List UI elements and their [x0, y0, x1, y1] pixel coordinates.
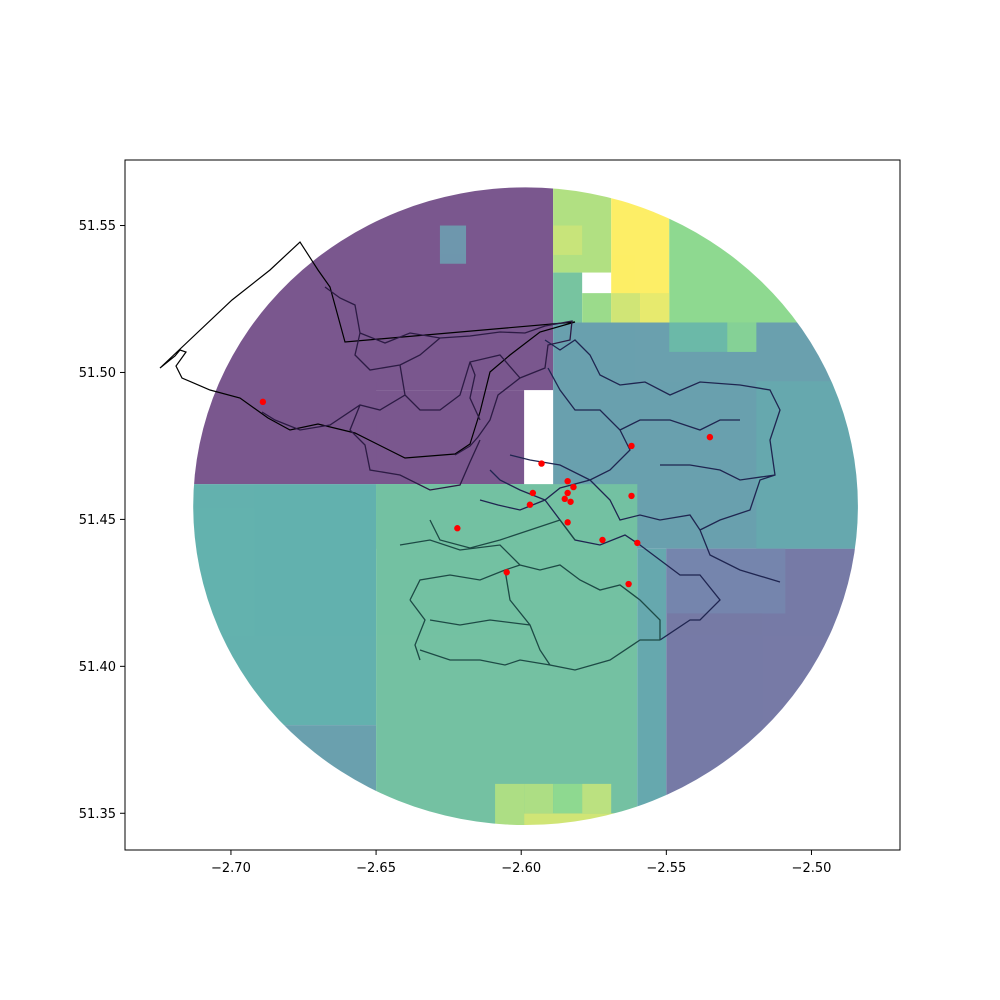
- point-marker-14: [628, 492, 635, 500]
- axes-frame: [124, 159, 901, 851]
- boundary-lines: [159, 241, 781, 671]
- raster-cell-14: [727, 322, 757, 352]
- outer-region-boundary: [159, 241, 576, 459]
- raster-cell-22: [666, 548, 786, 614]
- y-tick-label: 51.55: [79, 219, 116, 234]
- y-tick-label: 51.45: [79, 513, 116, 528]
- point-marker-7: [564, 489, 571, 497]
- raster-cell-8: [553, 272, 583, 323]
- raster-cell-11: [640, 293, 670, 323]
- point-marker-15: [634, 539, 641, 547]
- y-tick-label: 51.50: [79, 366, 116, 381]
- x-axis: −2.70 −2.65 −2.60 −2.55 −2.50: [211, 850, 831, 876]
- density-raster: [193, 187, 858, 826]
- point-marker-2: [503, 569, 510, 576]
- raster-cell-23: [495, 783, 525, 826]
- plot-area: [159, 187, 858, 826]
- point-marker-10: [570, 483, 577, 491]
- point-marker-5: [526, 501, 534, 508]
- x-tick-label: −2.60: [501, 861, 541, 876]
- point-marker-1: [454, 525, 461, 532]
- point-marker-4: [529, 489, 537, 497]
- point-marker-12: [599, 536, 606, 544]
- raster-cell-7: [669, 187, 858, 323]
- raster-cell-25: [524, 783, 554, 814]
- raster-cell-9: [582, 293, 612, 323]
- raster-cell-26: [553, 783, 583, 814]
- raster-cell-27: [582, 783, 612, 814]
- raster-cell-10: [611, 293, 641, 323]
- south-district-boundaries: [399, 519, 661, 671]
- point-marker-8: [567, 498, 574, 505]
- point-marker-11: [564, 519, 571, 526]
- y-axis: 51.35 51.40 51.45 51.50 51.55: [79, 219, 125, 822]
- raster-cell-5: [553, 225, 583, 255]
- raster-cell-19: [376, 484, 638, 826]
- point-marker-9: [564, 477, 571, 485]
- point-marker-0: [259, 398, 267, 406]
- x-tick-label: −2.70: [211, 861, 251, 876]
- y-tick-label: 51.40: [79, 660, 116, 675]
- point-marker-16: [625, 580, 632, 588]
- raster-cell-16: [193, 484, 377, 726]
- x-tick-label: −2.65: [356, 861, 396, 876]
- northwest-district-boundaries: [261, 286, 573, 491]
- point-marker-17: [706, 433, 714, 441]
- point-marker-13: [628, 442, 635, 450]
- x-tick-label: −2.50: [792, 861, 832, 876]
- raster-cell-24: [524, 813, 638, 826]
- x-tick-label: −2.55: [646, 861, 686, 876]
- y-tick-label: 51.35: [79, 807, 116, 822]
- east-district-boundaries: [479, 339, 781, 641]
- point-marker-6: [561, 495, 568, 503]
- raster-cell-3: [439, 225, 467, 264]
- raster-cell-20: [637, 548, 667, 826]
- point-markers: [259, 398, 714, 588]
- point-marker-3: [538, 460, 545, 467]
